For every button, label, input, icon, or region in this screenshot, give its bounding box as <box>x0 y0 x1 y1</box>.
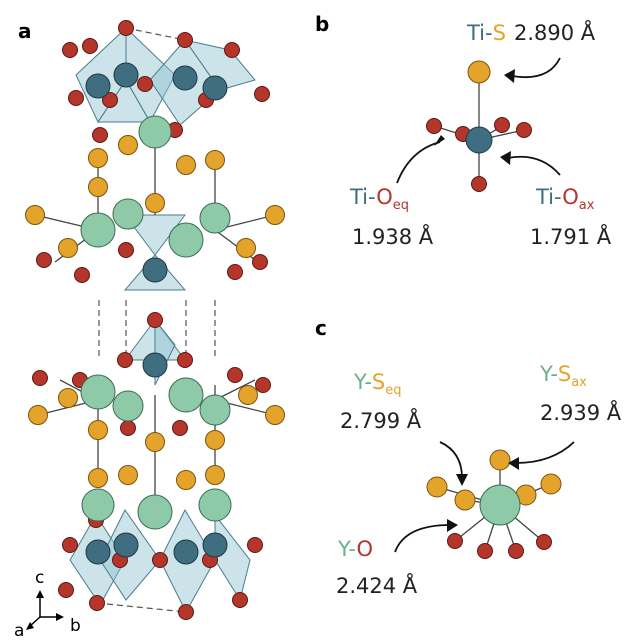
ti-cluster-oxygen <box>471 176 487 192</box>
ti-cluster-titanium <box>465 126 493 154</box>
y-arrows <box>394 441 575 553</box>
unit-cell-outline <box>96 27 216 613</box>
axis-triad: c a b <box>14 568 81 641</box>
yttrium-atoms <box>80 115 232 530</box>
ti-cluster-oxygen <box>516 122 532 138</box>
sulfur-atoms <box>25 135 285 490</box>
panel-c-label: c <box>315 316 327 340</box>
y-cluster-sulfur <box>426 449 562 511</box>
ti-arrows <box>396 57 561 184</box>
ti-oax-bond-value: 1.791 Å <box>530 223 612 249</box>
axis-b-label: b <box>70 616 81 636</box>
panel-c: c <box>315 316 622 598</box>
panel-a-label: a <box>18 19 32 43</box>
y-seq-bond-value: 2.799 Å <box>340 407 422 433</box>
panel-a: a <box>14 19 285 641</box>
ti-oax-bond-label: Ti-Oax <box>535 185 595 213</box>
panel-b: b Ti-S 2.890 Å Ti-Oeq <box>315 12 612 249</box>
ti-cluster-sulfur <box>467 60 491 84</box>
ti-cluster-oxygen <box>426 118 442 134</box>
y-cluster-oxygen <box>447 533 552 559</box>
ti-cluster-oxygen <box>494 117 510 133</box>
ti-s-bond-label: Ti-S 2.890 Å <box>466 19 596 45</box>
titanium-atoms <box>85 62 228 565</box>
ti-oeq-bond-label: Ti-Oeq <box>349 185 409 213</box>
y-o-bond-label: Y-O <box>337 537 373 561</box>
y-seq-bond-label: Y-Seq <box>353 370 402 398</box>
y-sax-bond-value: 2.939 Å <box>540 399 622 425</box>
ti-oeq-bond-value: 1.938 Å <box>352 223 434 249</box>
y-cluster-yttrium <box>479 484 521 526</box>
axis-a-label: a <box>14 621 24 641</box>
y-o-bond-value: 2.424 Å <box>336 572 418 598</box>
panel-b-label: b <box>315 12 329 36</box>
axis-c-label: c <box>35 568 44 588</box>
y-sax-bond-label: Y-Sax <box>539 362 587 390</box>
